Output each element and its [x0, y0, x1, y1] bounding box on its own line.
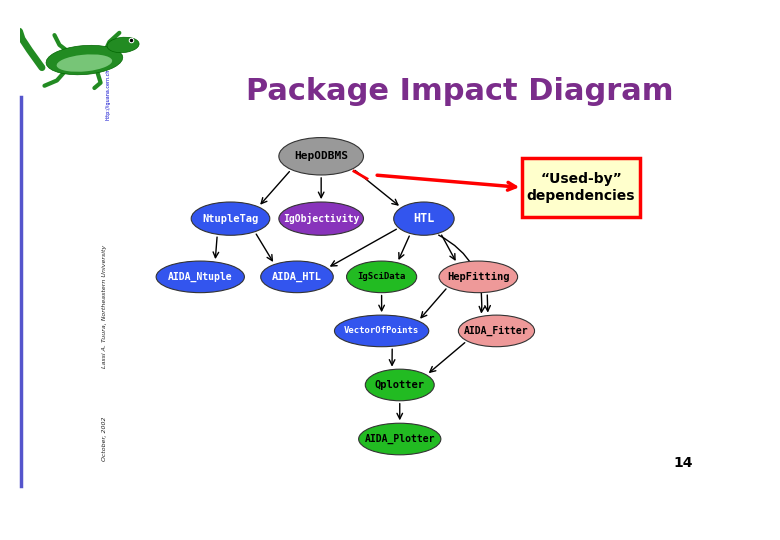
Text: HepFitting: HepFitting — [447, 272, 509, 282]
Text: NtupleTag: NtupleTag — [202, 214, 259, 224]
Text: October, 2002: October, 2002 — [102, 417, 108, 461]
Text: Package Impact Diagram: Package Impact Diagram — [246, 77, 674, 106]
Text: HepODBMS: HepODBMS — [294, 151, 348, 161]
Ellipse shape — [459, 315, 534, 347]
Ellipse shape — [394, 202, 454, 235]
Ellipse shape — [156, 261, 244, 293]
Ellipse shape — [191, 202, 270, 235]
Ellipse shape — [439, 261, 518, 293]
Text: AIDA_Plotter: AIDA_Plotter — [364, 434, 435, 444]
Text: IgObjectivity: IgObjectivity — [283, 213, 360, 224]
Text: “Used-by”
dependencies: “Used-by” dependencies — [526, 172, 636, 202]
Text: AIDA_Fitter: AIDA_Fitter — [464, 326, 529, 336]
Ellipse shape — [335, 315, 429, 347]
Text: 14: 14 — [673, 456, 693, 470]
Text: VectorOfPoints: VectorOfPoints — [344, 326, 419, 335]
Ellipse shape — [278, 138, 363, 175]
Text: HTL: HTL — [413, 212, 434, 225]
FancyBboxPatch shape — [522, 158, 640, 217]
Ellipse shape — [346, 261, 417, 293]
Text: AIDA_Ntuple: AIDA_Ntuple — [168, 272, 232, 282]
Ellipse shape — [261, 261, 333, 293]
Ellipse shape — [359, 423, 441, 455]
Text: IgSciData: IgSciData — [357, 272, 406, 281]
Ellipse shape — [46, 45, 122, 75]
Ellipse shape — [107, 37, 139, 53]
Ellipse shape — [365, 369, 434, 401]
Text: AIDA_HTL: AIDA_HTL — [272, 272, 322, 282]
Ellipse shape — [57, 55, 112, 72]
Text: Lassi A. Tuura, Northeastern University: Lassi A. Tuura, Northeastern University — [102, 244, 108, 368]
Text: http://iguana.cern.ch: http://iguana.cern.ch — [106, 68, 111, 119]
Ellipse shape — [278, 202, 363, 235]
Text: Qplotter: Qplotter — [374, 380, 425, 390]
